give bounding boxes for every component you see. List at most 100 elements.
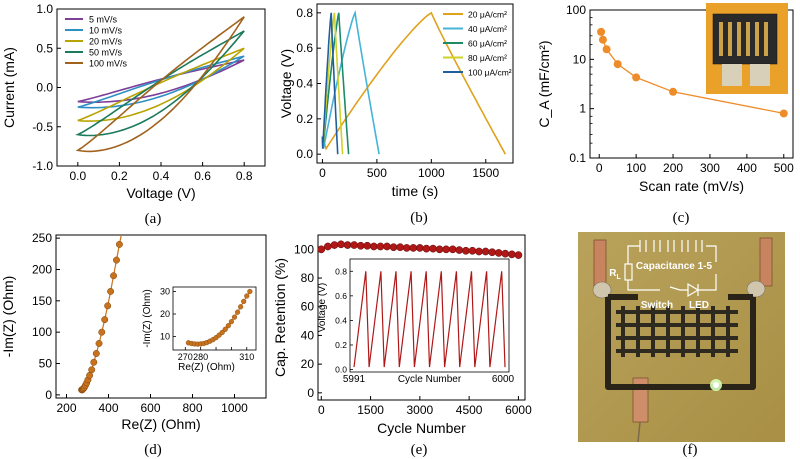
d-inset-x-axis-label: Re(Z) (Ohm)	[178, 362, 235, 373]
e-inset-y-axis-label: Voltage (V)	[317, 283, 328, 332]
e-y-tick-label: 80	[301, 271, 315, 285]
device-photo: Capacitance 1-5 RL Switch LED	[578, 232, 785, 442]
photo-rl-label: RL	[609, 268, 621, 281]
b-legend-label: 80 μA/cm²	[468, 53, 507, 63]
d-plot-frame	[55, 234, 267, 399]
d-inset-point	[231, 314, 238, 320]
e-y-tick-label: 20	[301, 357, 315, 371]
b-gcd-curve	[321, 12, 339, 155]
b-legend-label: 40 μA/cm²	[468, 24, 507, 34]
b-y-tick-label: 0.4	[296, 77, 313, 91]
panel-a-chart: 0.0 0.2 0.4 0.6 0.8 -1.0 -0.5 0.0 0.5 1.0 Voltage …	[1, 2, 266, 201]
c-inset-finger	[746, 22, 750, 56]
e-data-point	[416, 244, 424, 252]
a-legend-label: 10 mV/s	[89, 26, 123, 36]
panel-f-label: (f)	[683, 442, 698, 458]
d-inset-y-tick-label: 10	[160, 332, 170, 342]
d-inset-point	[222, 326, 228, 332]
c-inset-finger	[755, 22, 759, 56]
e-inset-x-axis-label: Cycle Number	[398, 374, 462, 385]
e-data-point	[317, 245, 326, 254]
b-x-tick-label: 1000	[418, 166, 445, 180]
e-inset-curve	[353, 271, 506, 368]
e-data-point	[350, 241, 358, 249]
e-y-tick-label: 0	[307, 386, 314, 400]
e-data-point	[330, 241, 339, 249]
c-y-tick-label: 0.1	[569, 151, 586, 165]
a-cv-curve	[77, 47, 245, 122]
b-x-tick-label: 0	[319, 166, 326, 180]
c-inset-photo	[706, 3, 788, 94]
e-data-point	[422, 244, 431, 253]
e-data-point	[514, 251, 523, 259]
d-inset-point	[234, 309, 241, 315]
e-data-point	[481, 247, 490, 256]
c-y-tick-label: 100	[566, 3, 586, 17]
panel-d-label: (d)	[144, 442, 162, 458]
e-data-point	[337, 240, 345, 249]
a-x-tick-label: 0.0	[69, 169, 86, 183]
d-data-point	[88, 366, 96, 374]
d-inset-point	[225, 323, 231, 329]
b-y-tick-label: 0.6	[296, 41, 313, 55]
c-inset-pad	[722, 64, 742, 86]
c-x-axis-label: Scan rate (mV/s)	[639, 178, 744, 194]
d-data-group	[78, 227, 125, 394]
c-plot-frame	[589, 9, 794, 159]
c-y-tick-label: 1	[579, 102, 586, 116]
e-data-point	[389, 243, 398, 252]
c-data-point	[602, 45, 611, 54]
b-gcd-curve	[321, 12, 344, 155]
c-x-tick-label: 300	[700, 161, 720, 175]
b-gcd-curve	[321, 9, 380, 155]
e-data-point	[448, 245, 457, 254]
d-data-point	[104, 302, 112, 310]
d-inset-y-axis-label: -Im(Z) (Ohm)	[142, 289, 153, 347]
d-x-tick-label: 600	[140, 401, 160, 415]
e-inset-y-tick-label: 0.4	[335, 315, 347, 325]
d-inset-x-tick-label: 270	[178, 352, 193, 362]
d-data-point	[119, 227, 125, 233]
c-y-axis-label: C_A (mF/cm²)	[536, 40, 552, 127]
e-x-tick-label: 0	[318, 403, 325, 417]
c-data-point	[779, 109, 788, 118]
b-gcd-curve	[321, 11, 507, 155]
e-x-tick-label: 3000	[407, 403, 434, 417]
e-inset-y-tick-label: 0.0	[335, 365, 347, 375]
b-x-axis-label: time (s)	[392, 183, 439, 199]
c-x-tick-label: 200	[663, 161, 683, 175]
d-y-tick-label: 0	[45, 388, 52, 402]
d-data-point	[107, 287, 115, 295]
panel-d-chart: 200 400 600 800 1000 0 50 100 150 200 250 Re(Z) (Oh…	[0, 227, 267, 432]
e-data-point	[435, 245, 444, 254]
e-data-point	[508, 250, 516, 259]
e-x-tick-label: 1500	[357, 403, 384, 417]
d-inset-point	[228, 319, 235, 325]
b-y-tick-label: 0.8	[296, 6, 313, 20]
e-data-point	[468, 246, 477, 255]
c-data-point	[632, 73, 641, 82]
e-y-tick-label: 100	[294, 242, 314, 256]
d-y-tick-label: 200	[32, 262, 52, 276]
a-cv-curve	[75, 16, 245, 153]
c-data-point	[598, 35, 607, 44]
d-x-tick-label: 1000	[221, 401, 248, 415]
e-data-point	[501, 249, 510, 258]
d-data-point	[110, 272, 117, 280]
c-x-tick-label: 500	[774, 161, 794, 175]
e-data-point	[402, 244, 411, 252]
d-data-point	[98, 328, 106, 336]
a-x-tick-label: 0.8	[236, 169, 253, 183]
d-data-point	[101, 316, 109, 324]
c-inset-pad	[750, 64, 770, 86]
c-inset-finger	[764, 22, 768, 56]
photo-capacitance-label: Capacitance 1-5	[636, 261, 713, 272]
d-data-point	[115, 240, 123, 248]
a-y-tick-label: -0.5	[32, 120, 53, 134]
c-inset-finger	[719, 22, 723, 56]
d-inset-x-tick-label: 280	[193, 352, 208, 362]
e-y-tick-label: 40	[301, 328, 315, 342]
d-curve	[81, 235, 122, 391]
e-data-point	[475, 247, 483, 256]
